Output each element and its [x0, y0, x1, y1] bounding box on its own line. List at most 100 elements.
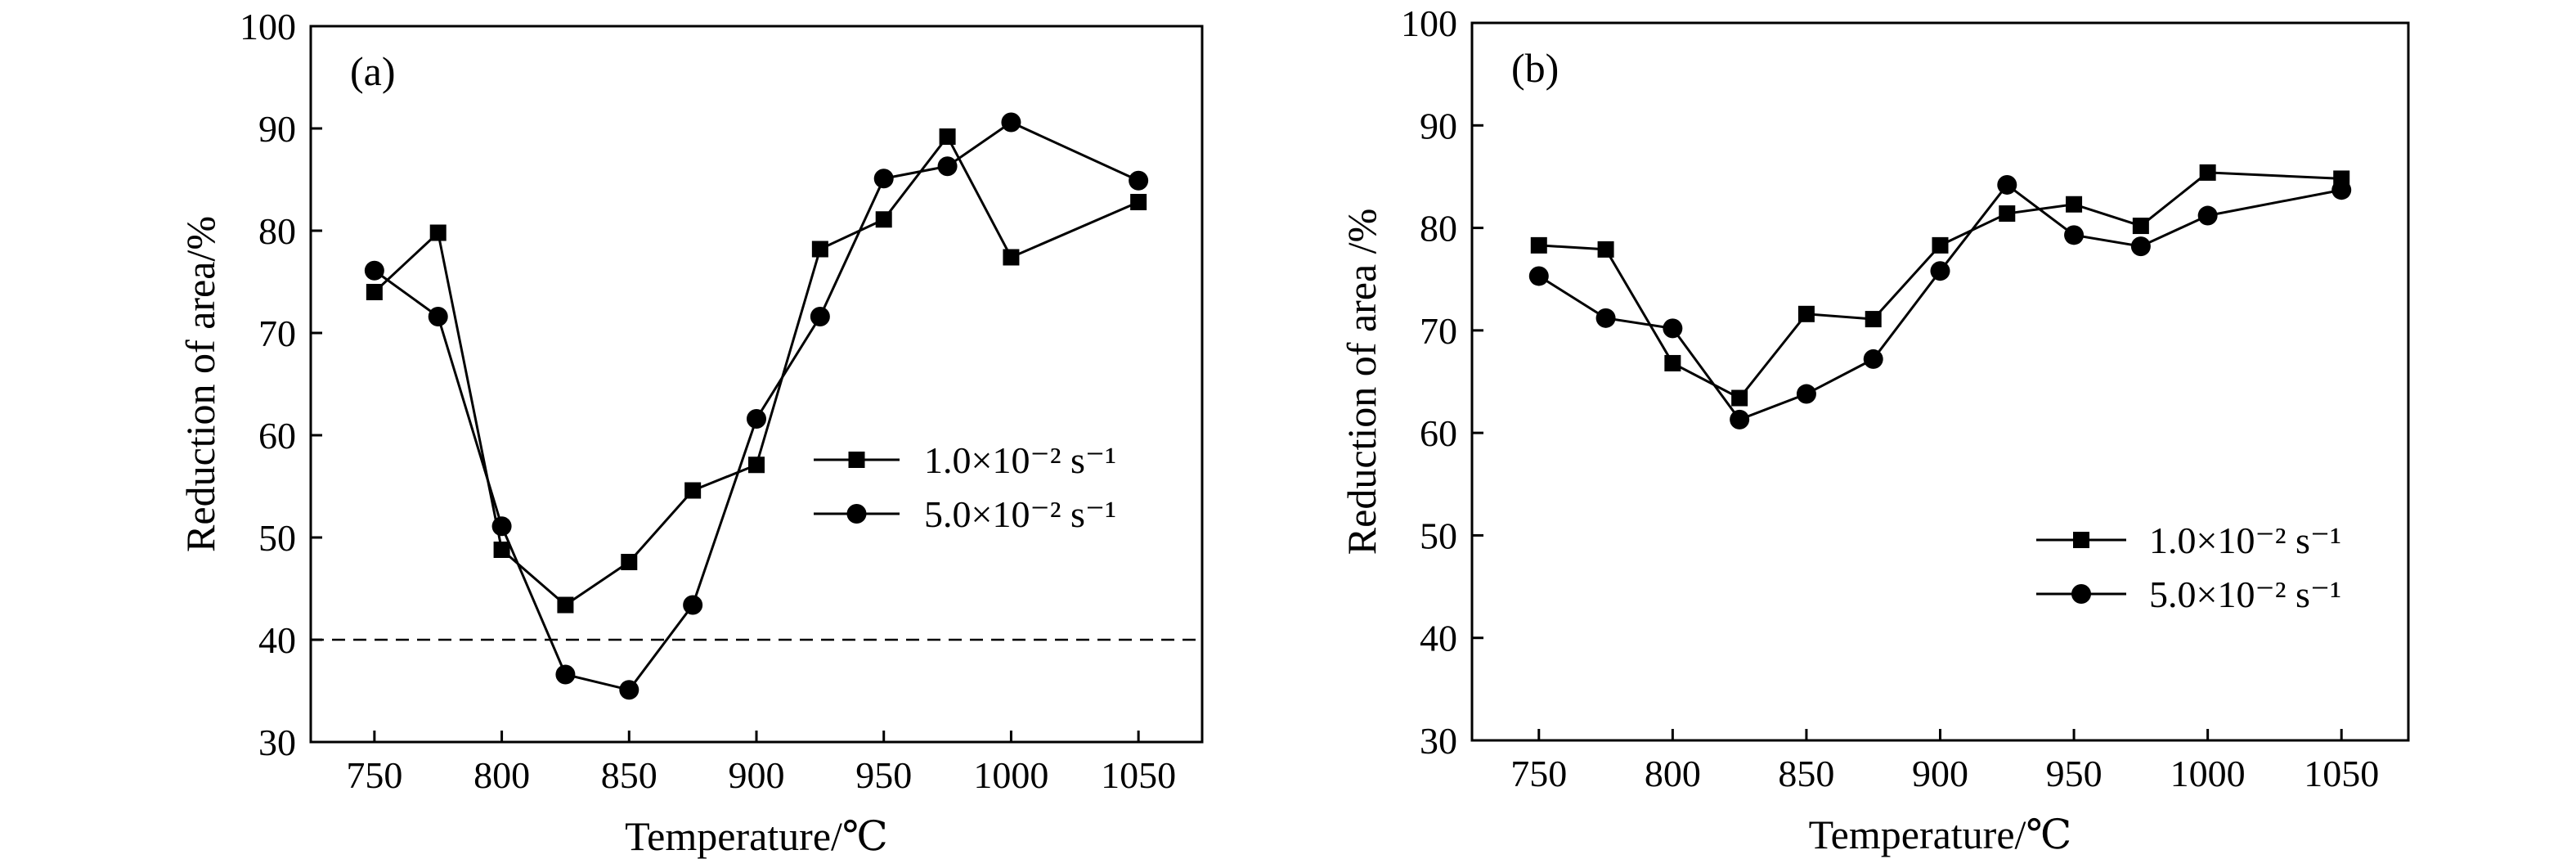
y-tick-label: 60 — [1420, 412, 1457, 454]
legend-label: 5.0×10⁻² s⁻¹ — [924, 493, 1116, 535]
data-point-circle — [1663, 318, 1683, 339]
legend-marker-square — [2073, 532, 2089, 548]
data-point-circle — [1796, 384, 1816, 404]
x-tick-label: 1000 — [973, 754, 1048, 796]
x-tick-label: 1050 — [2304, 753, 2379, 794]
data-point-square — [939, 128, 956, 145]
x-tick-label: 900 — [1912, 753, 1968, 794]
y-tick-label: 100 — [1401, 2, 1457, 44]
y-tick-label: 60 — [258, 415, 296, 456]
legend-marker-circle — [846, 504, 867, 524]
legend-label: 1.0×10⁻² s⁻¹ — [2149, 519, 2341, 561]
plot-frame — [309, 25, 1204, 744]
x-tick-label: 800 — [1645, 753, 1701, 794]
data-point-circle — [2064, 225, 2085, 245]
panel-label: (a) — [350, 48, 396, 94]
data-point-square — [1664, 354, 1681, 371]
chart-panel-1: 750 800 850 900 950 1000 1050 30 40 50 60 70 80 90 100… — [177, 6, 1204, 859]
panel-label: (b) — [1511, 45, 1559, 91]
series-line-1 — [373, 134, 1139, 607]
x-tick-label: 950 — [855, 754, 912, 796]
y-tick-label: 40 — [258, 619, 296, 661]
x-tick-label: 750 — [1510, 753, 1567, 794]
data-point-square — [1932, 236, 1949, 254]
x-axis-title: Temperature/℃ — [625, 813, 888, 859]
data-point-circle — [1129, 170, 1149, 191]
x-tick-label: 950 — [2046, 753, 2103, 794]
y-axis-title: Reduction of area/% — [177, 216, 223, 552]
x-tick-label: 750 — [346, 754, 402, 796]
data-point-circle — [364, 260, 384, 281]
y-tick-label: 30 — [1420, 720, 1457, 762]
data-point-circle — [1930, 261, 1950, 281]
y-tick-label: 100 — [240, 6, 296, 47]
data-point-square — [557, 596, 574, 614]
y-tick-label: 80 — [258, 210, 296, 252]
data-point-square — [621, 554, 638, 570]
legend-marker-circle — [2071, 584, 2091, 604]
data-point-square — [1731, 389, 1748, 407]
data-point-square — [684, 482, 702, 499]
data-point-circle — [1001, 112, 1021, 133]
legend-marker-square — [848, 452, 865, 468]
x-tick-label: 1050 — [1101, 754, 1176, 796]
data-point-circle — [491, 516, 512, 537]
plot-frame — [1470, 21, 2410, 742]
x-tick-label: 1000 — [2170, 753, 2246, 794]
data-point-square — [1597, 241, 1614, 258]
data-point-circle — [619, 680, 640, 700]
y-tick-label: 30 — [258, 722, 296, 763]
data-point-circle — [683, 595, 703, 615]
chart-panel-2: 750 800 850 900 950 1000 1050 30 40 50 60 70 80 90 100… — [1339, 2, 2410, 857]
data-point-circle — [937, 156, 958, 177]
data-point-circle — [2130, 236, 2151, 257]
data-point-square — [1999, 205, 2016, 223]
x-tick-label: 850 — [1778, 753, 1834, 794]
data-point-square — [748, 456, 765, 474]
data-point-circle — [2331, 180, 2352, 200]
x-tick-label: 850 — [601, 754, 657, 796]
data-point-circle — [555, 664, 576, 685]
legend-label: 5.0×10⁻² s⁻¹ — [2149, 573, 2341, 615]
data-point-square — [1530, 236, 1547, 254]
data-point-square — [1865, 311, 1882, 328]
y-tick-label: 50 — [258, 517, 296, 559]
y-tick-label: 70 — [258, 313, 296, 354]
data-point-circle — [873, 169, 894, 189]
x-tick-label: 800 — [473, 754, 530, 796]
y-tick-label: 90 — [1420, 105, 1457, 146]
data-point-circle — [1997, 174, 2017, 195]
data-point-circle — [1528, 266, 1549, 286]
x-tick-label: 900 — [729, 754, 785, 796]
data-point-square — [366, 284, 383, 300]
data-point-square — [875, 211, 892, 228]
data-point-square — [429, 224, 447, 241]
y-tick-label: 50 — [1420, 515, 1457, 556]
data-point-circle — [747, 409, 766, 429]
y-tick-label: 80 — [1420, 208, 1457, 250]
data-point-circle — [1863, 349, 1883, 369]
data-point-square — [493, 542, 510, 558]
data-point-circle — [1595, 308, 1616, 328]
y-tick-label: 40 — [1420, 618, 1457, 659]
series-line-2 — [1537, 182, 2342, 421]
data-point-square — [2066, 196, 2083, 213]
data-point-square — [1003, 249, 1020, 266]
y-tick-label: 70 — [1420, 310, 1457, 352]
data-point-square — [1130, 194, 1147, 210]
y-tick-label: 90 — [258, 108, 296, 150]
data-point-square — [2199, 164, 2216, 181]
y-axis-title: Reduction of area /% — [1339, 209, 1384, 555]
data-point-circle — [1730, 409, 1750, 430]
data-point-square — [811, 241, 828, 258]
data-point-circle — [428, 307, 448, 326]
series-line-1 — [1538, 171, 2342, 400]
data-point-circle — [810, 307, 830, 326]
data-point-square — [2132, 218, 2149, 235]
legend-label: 1.0×10⁻² s⁻¹ — [924, 439, 1116, 481]
data-point-square — [1797, 305, 1815, 322]
x-axis-title: Temperature/℃ — [1809, 812, 2072, 857]
data-point-circle — [2197, 205, 2218, 226]
series-line-2 — [373, 120, 1139, 691]
